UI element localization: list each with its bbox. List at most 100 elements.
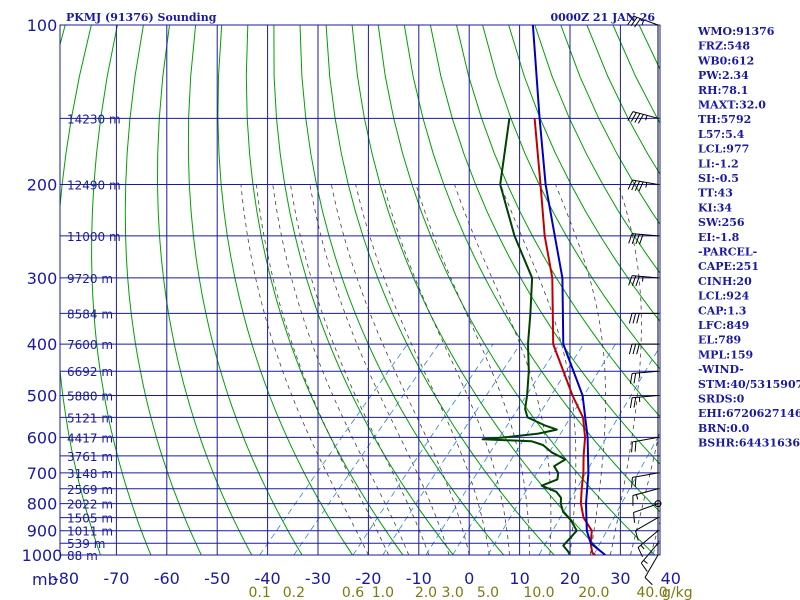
moist-adiabat bbox=[454, 184, 552, 555]
mixing-ratio-label: 10.0 bbox=[523, 585, 554, 600]
wind-barb bbox=[628, 275, 659, 287]
wind-barb bbox=[631, 436, 659, 453]
dry-adiabat bbox=[124, 25, 202, 555]
sounding-index: L57:5.4 bbox=[698, 128, 745, 141]
sounding-index: TH:5792 bbox=[698, 113, 751, 126]
height-label: 1505 m bbox=[67, 512, 113, 526]
height-label: 2569 m bbox=[67, 483, 113, 497]
wind-barb bbox=[644, 554, 659, 586]
dry-adiabat bbox=[325, 25, 555, 555]
temperature-tick-label: -70 bbox=[103, 569, 129, 588]
height-label: 1011 m bbox=[67, 525, 113, 539]
dry-adiabat bbox=[429, 25, 660, 465]
sounding-index: SI:-0.5 bbox=[698, 172, 739, 185]
series-parcel-line bbox=[531, 25, 606, 555]
sounding-time: 0000Z 21 JAN 26 bbox=[550, 11, 655, 24]
pressure-tick-label: 200 bbox=[27, 176, 58, 195]
height-label: 2022 m bbox=[67, 498, 113, 512]
height-label: 12490 m bbox=[67, 179, 121, 193]
dry-adiabat bbox=[534, 25, 660, 274]
mixing-ratio-label: 3.0 bbox=[442, 585, 464, 600]
pressure-tick-label: 900 bbox=[27, 522, 58, 541]
dry-adiabat bbox=[217, 25, 354, 555]
wind-barbs bbox=[627, 15, 662, 586]
temperature-tick-label: -80 bbox=[53, 569, 79, 588]
height-label: 7600 m bbox=[67, 338, 113, 352]
temperature-tick-label: -10 bbox=[406, 569, 432, 588]
pressure-grid bbox=[59, 24, 661, 556]
pressure-tick-label: 500 bbox=[27, 386, 58, 405]
height-label: 11000 m bbox=[67, 230, 121, 244]
sounding-index: CAP:1.3 bbox=[698, 304, 746, 317]
temperature-tick-label: 40 bbox=[661, 569, 681, 588]
sounding-index: STM:40/53159072 bbox=[698, 378, 800, 391]
temperature-tick-label: -60 bbox=[154, 569, 180, 588]
wind-barb bbox=[635, 517, 659, 541]
sounding-index: LI:-1.2 bbox=[698, 157, 739, 170]
temperature-tick-label: 0 bbox=[464, 569, 474, 588]
mb-axis-label: mb bbox=[32, 570, 58, 589]
mixing-ratio-label: 0.2 bbox=[283, 585, 305, 600]
sounding-index: WB0:612 bbox=[697, 54, 754, 67]
sounding-index: LCL:924 bbox=[698, 290, 750, 303]
sounding-index: -WIND- bbox=[698, 363, 744, 376]
dry-adiabat bbox=[245, 25, 404, 555]
sounding-index: RH:78.1 bbox=[698, 84, 748, 97]
sounding-index: FRZ:548 bbox=[698, 40, 750, 53]
dry-adiabat bbox=[187, 25, 303, 555]
temperature-tick-label: 10 bbox=[509, 569, 529, 588]
sounding-index: EL:789 bbox=[698, 334, 741, 347]
sounding-index: CAPE:251 bbox=[698, 260, 759, 273]
temperature-tick-label: 30 bbox=[610, 569, 630, 588]
dry-adiabat bbox=[482, 25, 660, 370]
sounding-index: MAXT:32.0 bbox=[698, 99, 766, 112]
calm-wind-marker bbox=[654, 500, 662, 508]
mixing-ratio-label: 0.1 bbox=[249, 585, 271, 600]
sounding-index: TT:43 bbox=[698, 187, 733, 200]
dry-adiabat bbox=[508, 25, 660, 323]
wind-barb bbox=[633, 503, 659, 523]
moist-adiabat bbox=[500, 184, 577, 555]
wind-barb bbox=[631, 472, 659, 488]
height-label: 5121 m bbox=[67, 411, 113, 425]
station-title: PKMJ (91376) Sounding bbox=[66, 11, 217, 24]
dry-adiabat bbox=[299, 25, 505, 555]
moist-adiabat bbox=[309, 184, 450, 555]
height-label: 8584 m bbox=[67, 307, 113, 321]
wind-barb bbox=[629, 394, 659, 408]
pressure-tick-label: 100 bbox=[27, 16, 58, 35]
mixing-ratio-label: 2.0 bbox=[415, 585, 437, 600]
dry-adiabat bbox=[351, 25, 606, 555]
sounding-index: SRDS:0 bbox=[698, 393, 745, 406]
temperature-tick-label: -50 bbox=[204, 569, 230, 588]
moist-adiabat bbox=[555, 184, 606, 555]
wind-barb bbox=[632, 488, 659, 506]
mixing-ratio-label: 20.0 bbox=[578, 585, 609, 600]
height-label: 3761 m bbox=[67, 450, 113, 464]
sounding-index: SW:256 bbox=[698, 216, 745, 229]
moist-adiabat bbox=[415, 184, 531, 555]
wind-barb bbox=[627, 15, 659, 28]
sounding-index: KI:34 bbox=[698, 201, 732, 214]
sounding-index: PW:2.34 bbox=[698, 69, 749, 82]
sounding-index: EI:-1.8 bbox=[698, 231, 740, 244]
pressure-tick-label: 800 bbox=[27, 495, 58, 514]
sounding-index: BRN:0.0 bbox=[698, 422, 750, 435]
wind-barb bbox=[637, 530, 659, 558]
pressure-tick-label: 700 bbox=[27, 464, 58, 483]
moist-adiabat bbox=[331, 184, 470, 555]
temperature-tick-label: -30 bbox=[305, 569, 331, 588]
sounding-index: BSHR:6443163640 bbox=[698, 437, 800, 450]
temperature-tick-label: -20 bbox=[355, 569, 381, 588]
wind-barb bbox=[628, 233, 659, 245]
series-dewpoint-line bbox=[481, 118, 578, 555]
sounding-index: CINH:20 bbox=[698, 275, 752, 288]
sounding-index: WMO:91376 bbox=[697, 25, 775, 38]
dry-adiabat bbox=[156, 25, 253, 555]
temperature-tick-label: -40 bbox=[255, 569, 281, 588]
sounding-index: MPL:159 bbox=[698, 348, 753, 361]
sounding-series bbox=[481, 25, 606, 555]
dry-adiabat bbox=[456, 25, 660, 418]
